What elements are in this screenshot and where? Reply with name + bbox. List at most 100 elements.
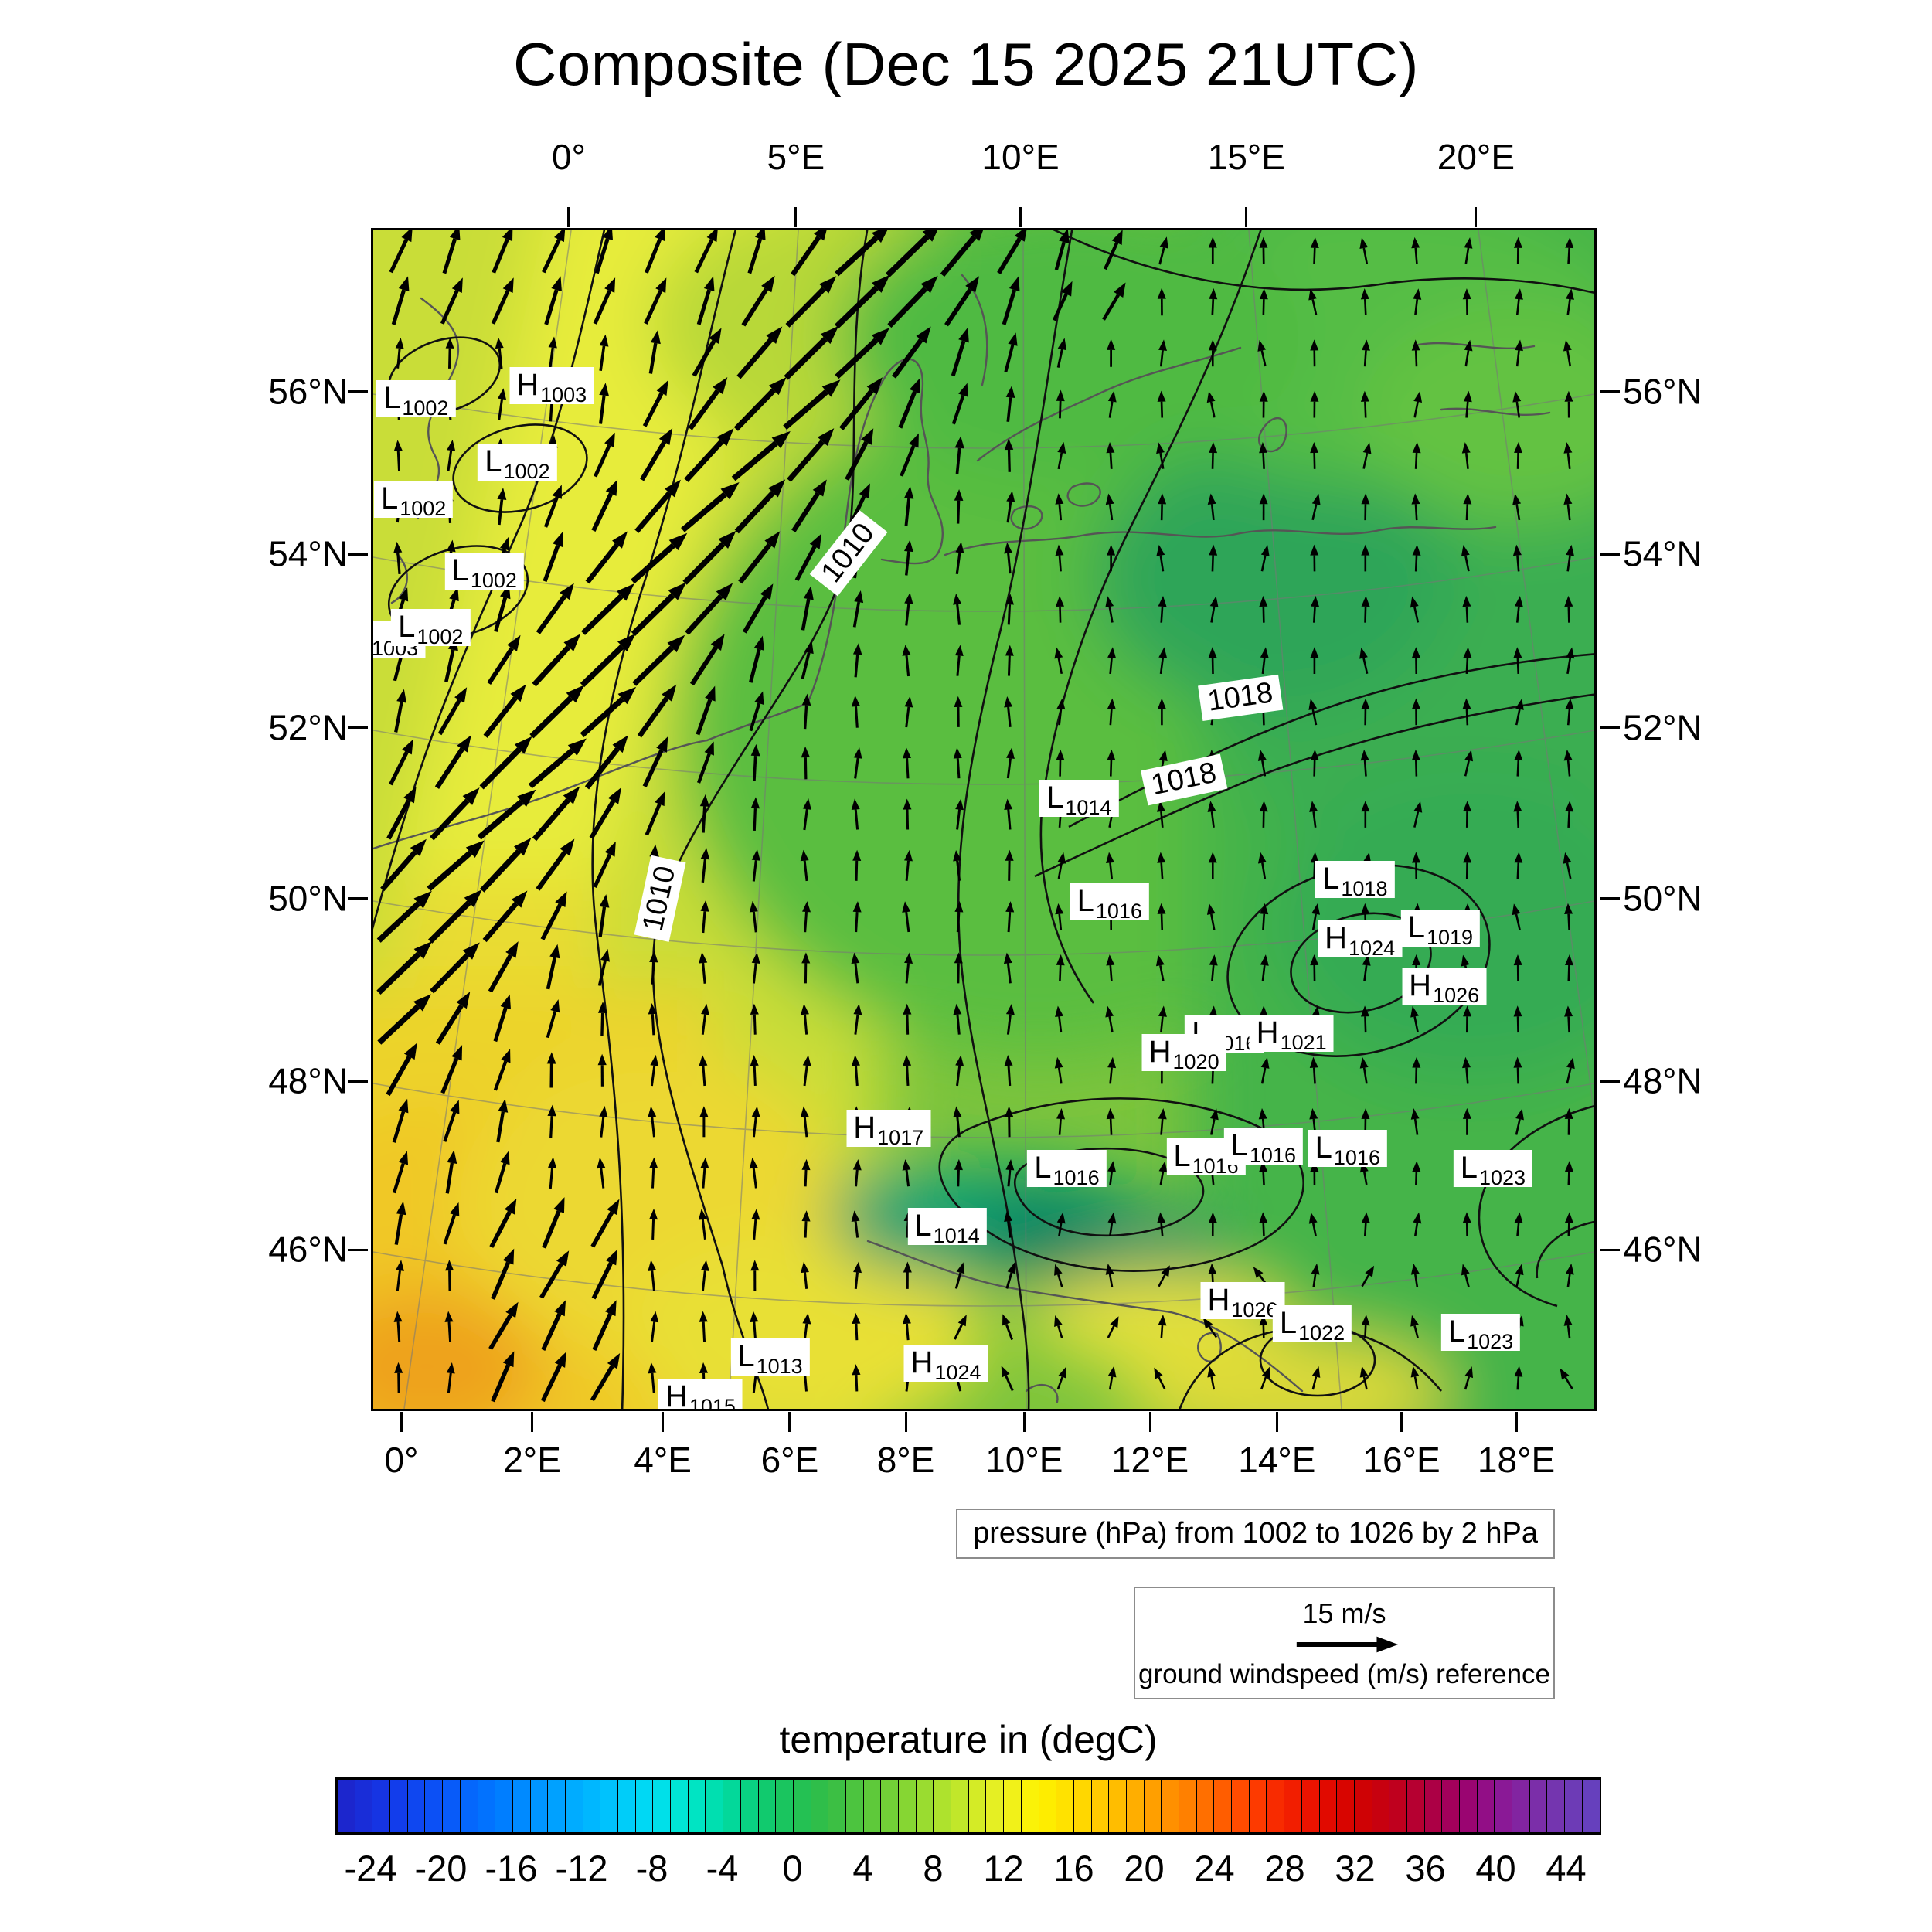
colorbar-title: temperature in (degC) <box>779 1718 1158 1761</box>
colorbar-tick-label: 32 <box>1335 1848 1376 1889</box>
colorbar-segment <box>460 1780 478 1832</box>
axis-tick <box>1400 1412 1403 1432</box>
colorbar-segment <box>1495 1780 1513 1832</box>
axis-label-bottom: 0° <box>384 1440 419 1480</box>
axis-label-left: 50°N <box>268 878 348 919</box>
colorbar-tick-labels: -24 -20 -16 -12 -8 -4 0 4 8 12 16 20 24 28 32 36 40 44 <box>335 1847 1601 1893</box>
pressure-label: H1015 <box>658 1378 743 1409</box>
colorbar-segment <box>548 1780 566 1832</box>
pressure-label: L1023 <box>1440 1313 1521 1352</box>
pressure-label: L1016 <box>1027 1149 1107 1188</box>
colorbar-tick-label: -12 <box>555 1848 608 1889</box>
colorbar-tick-label: -20 <box>414 1848 468 1889</box>
axis-tick <box>1600 1248 1620 1251</box>
colorbar-segment <box>1389 1780 1407 1832</box>
colorbar-segment <box>390 1780 408 1832</box>
pressure-label: L1016 <box>1070 883 1149 922</box>
colorbar-segment <box>653 1780 672 1832</box>
pressure-label: H1024 <box>903 1344 988 1383</box>
colorbar-segment <box>881 1780 899 1832</box>
axis-tick <box>904 1412 907 1432</box>
colorbar-segment <box>723 1780 741 1832</box>
temperature-field-blobs <box>373 230 1594 1409</box>
colorbar-tick-label: 40 <box>1475 1848 1516 1889</box>
axis-label-top: 5°E <box>767 137 825 177</box>
axis-label-top: 10°E <box>981 137 1060 177</box>
axis-tick <box>1022 1412 1026 1432</box>
colorbar-segment <box>1424 1780 1443 1832</box>
axis-label-bottom: 12°E <box>1111 1440 1189 1480</box>
colorbar-tick-label: 28 <box>1264 1848 1305 1889</box>
pressure-label: H1026 <box>1200 1281 1285 1320</box>
colorbar-segment <box>618 1780 636 1832</box>
colorbar-segment <box>1512 1780 1530 1832</box>
colorbar-segment <box>338 1780 355 1832</box>
colorbar-segment <box>688 1780 706 1832</box>
colorbar-segment <box>1144 1780 1162 1832</box>
pressure-label: H1020 <box>1141 1034 1226 1073</box>
colorbar-segment <box>1021 1780 1039 1832</box>
axis-tick <box>348 726 368 730</box>
colorbar-segment <box>443 1780 461 1832</box>
colorbar-segment <box>1477 1780 1495 1832</box>
pressure-label: L1014 <box>1039 780 1119 818</box>
pressure-label: L1022 <box>1272 1305 1352 1344</box>
colorbar-segment <box>706 1780 724 1832</box>
pressure-label-overlay: L1002H1003L1002L1002L1002H1003L1002L1014… <box>373 230 1594 1409</box>
axis-label-left: 48°N <box>268 1060 348 1101</box>
colorbar-segment <box>372 1780 391 1832</box>
weather-map-canvas <box>373 230 1594 1409</box>
axis-label-bottom: 16°E <box>1362 1440 1440 1480</box>
axis-label-top: 20°E <box>1437 137 1515 177</box>
colorbar-segment <box>495 1780 513 1832</box>
pressure-label: L1002 <box>373 480 454 519</box>
pressure-label: L1002 <box>444 552 524 590</box>
colorbar-segment <box>776 1780 794 1832</box>
colorbar-segment <box>828 1780 846 1832</box>
colorbar-segment <box>425 1780 444 1832</box>
colorbar-segment <box>1179 1780 1197 1832</box>
pressure-label: L1002 <box>391 608 471 647</box>
colorbar-segment <box>1004 1780 1022 1832</box>
colorbar-segment <box>1354 1780 1372 1832</box>
colorbar-segment <box>793 1780 811 1832</box>
pressure-label: H1003 <box>509 367 594 406</box>
colorbar-segment <box>478 1780 496 1832</box>
axis-tick <box>348 1080 368 1083</box>
pressure-label: H1017 <box>846 1110 931 1148</box>
pressure-caption: pressure (hPa) from 1002 to 1026 by 2 hP… <box>956 1509 1555 1559</box>
colorbar-segment <box>1162 1780 1179 1832</box>
colorbar-segment <box>600 1780 618 1832</box>
axis-tick <box>1600 726 1620 730</box>
pressure-label: H1026 <box>1402 967 1487 1005</box>
axis-tick <box>794 207 798 227</box>
colorbar-segment <box>1460 1780 1478 1832</box>
colorbar-segment <box>1301 1780 1320 1832</box>
axis-tick <box>348 553 368 556</box>
colorbar-segment <box>899 1780 917 1832</box>
colorbar-segment <box>1196 1780 1215 1832</box>
axis-label-left: 54°N <box>268 534 348 575</box>
pressure-label: L1019 <box>1400 909 1481 947</box>
map-panel: L1002H1003L1002L1002L1002H1003L1002L1014… <box>371 228 1597 1411</box>
axis-label-bottom: 14°E <box>1238 1440 1316 1480</box>
axis-tick <box>348 1248 368 1251</box>
colorbar-segment <box>1319 1780 1338 1832</box>
contour-inline-label: 1018 <box>1197 675 1283 722</box>
colorbar-segment <box>1109 1780 1127 1832</box>
colorbar-tick-label: -4 <box>706 1848 739 1889</box>
axis-label-right: 48°N <box>1623 1060 1702 1101</box>
colorbar-segment <box>934 1780 952 1832</box>
axis-tick <box>662 1412 665 1432</box>
colorbar-segment <box>530 1780 549 1832</box>
contour-inline-label: 1010 <box>634 855 686 942</box>
axis-tick <box>1515 1412 1518 1432</box>
colorbar-tick-label: 8 <box>923 1848 944 1889</box>
wind-reference-legend: 15 m/s ground windspeed (m/s) reference <box>1134 1587 1555 1699</box>
colorbar-segment <box>758 1780 777 1832</box>
wind-vectors <box>376 230 1575 1403</box>
pressure-label: H1021 <box>1249 1014 1334 1053</box>
colorbar-segment <box>1406 1780 1425 1832</box>
pressure-label: L1002 <box>376 380 456 419</box>
